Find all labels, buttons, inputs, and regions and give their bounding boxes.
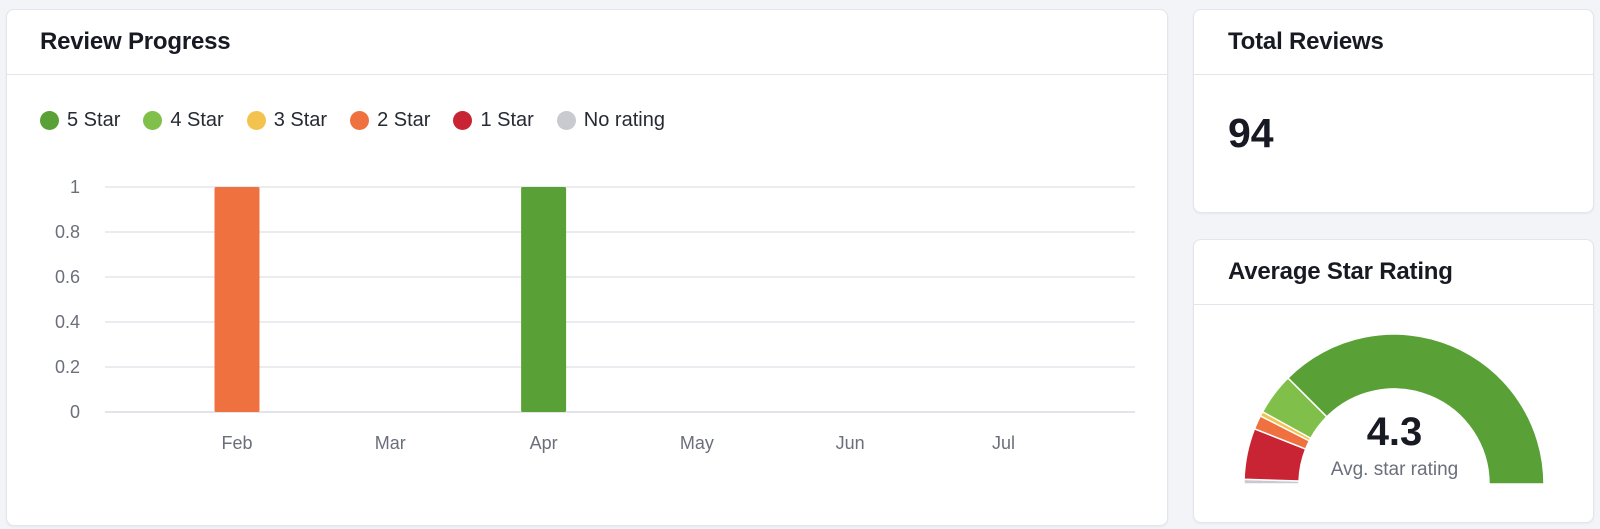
x-tick-label: May xyxy=(680,433,714,453)
total-reviews-title: Total Reviews xyxy=(1228,28,1384,55)
average-rating-header: Average Star Rating xyxy=(1194,240,1593,305)
x-tick-label: Jul xyxy=(992,433,1015,453)
legend-label: 5 Star xyxy=(67,108,121,131)
gauge-segment-5-star[interactable] xyxy=(1286,333,1545,485)
legend-item-5-star[interactable]: 5 Star xyxy=(40,109,120,132)
x-tick-label: Feb xyxy=(221,433,252,453)
total-reviews-card: Total Reviews 94 xyxy=(1193,9,1594,213)
legend-item-3-star[interactable]: 3 Star xyxy=(246,108,328,132)
x-tick-label: Apr xyxy=(530,433,558,453)
bar-feb-2-star[interactable] xyxy=(214,187,260,412)
total-reviews-value: 94 xyxy=(1228,110,1274,156)
y-tick-label: 0.6 xyxy=(55,267,80,287)
y-tick-label: 0.2 xyxy=(55,357,80,377)
legend-dot-icon xyxy=(556,110,576,130)
legend-label: 1 Star xyxy=(480,108,534,131)
legend-item-1-star[interactable]: 1 Star xyxy=(453,108,534,132)
average-rating-card: Average Star Rating 4.3 Avg. star rating xyxy=(1193,239,1594,523)
x-tick-label: Mar xyxy=(375,433,406,453)
legend-item-4-star[interactable]: 4 Star xyxy=(143,108,224,132)
rating-gauge xyxy=(1243,333,1545,485)
y-tick-label: 0.8 xyxy=(55,222,80,242)
average-rating-value: 4.3 xyxy=(1366,410,1423,454)
y-tick-label: 1 xyxy=(70,177,80,197)
legend-dot-icon xyxy=(143,110,163,130)
chart-legend: 5 Star 4 Star 3 Star 2 Star 1 Star No rating xyxy=(40,108,688,132)
legend-dot-icon xyxy=(453,110,473,130)
legend-dot-icon xyxy=(350,110,370,130)
average-rating-label: Avg. star rating xyxy=(1330,459,1459,480)
review-progress-card: Review Progress 1 0.8 0.6 0.4 0.2 0 Feb Mar Apr M… xyxy=(6,9,1168,526)
average-rating-title: Average Star Rating xyxy=(1228,258,1453,285)
review-progress-header: Review Progress xyxy=(7,10,1167,75)
y-tick-label: 0.4 xyxy=(55,312,80,332)
legend-label: 3 Star xyxy=(273,108,328,131)
legend-dot-icon xyxy=(40,110,59,130)
y-tick-label: 0 xyxy=(70,402,80,422)
review-progress-chart: 1 0.8 0.6 0.4 0.2 0 Feb Mar Apr May Jun Jul xyxy=(55,177,1135,453)
total-reviews-header: Total Reviews xyxy=(1194,10,1593,75)
legend-dot-icon xyxy=(246,110,266,130)
legend-label: 4 Star xyxy=(170,108,224,131)
legend-item-2-star[interactable]: 2 Star xyxy=(350,109,430,132)
review-progress-title: Review Progress xyxy=(40,28,231,55)
x-tick-label: Jun xyxy=(836,433,865,453)
legend-item-no-rating[interactable]: No rating xyxy=(556,108,665,132)
legend-label: No rating xyxy=(583,108,665,131)
bar-apr-5-star[interactable] xyxy=(521,187,567,412)
legend-label: 2 Star xyxy=(377,108,431,131)
